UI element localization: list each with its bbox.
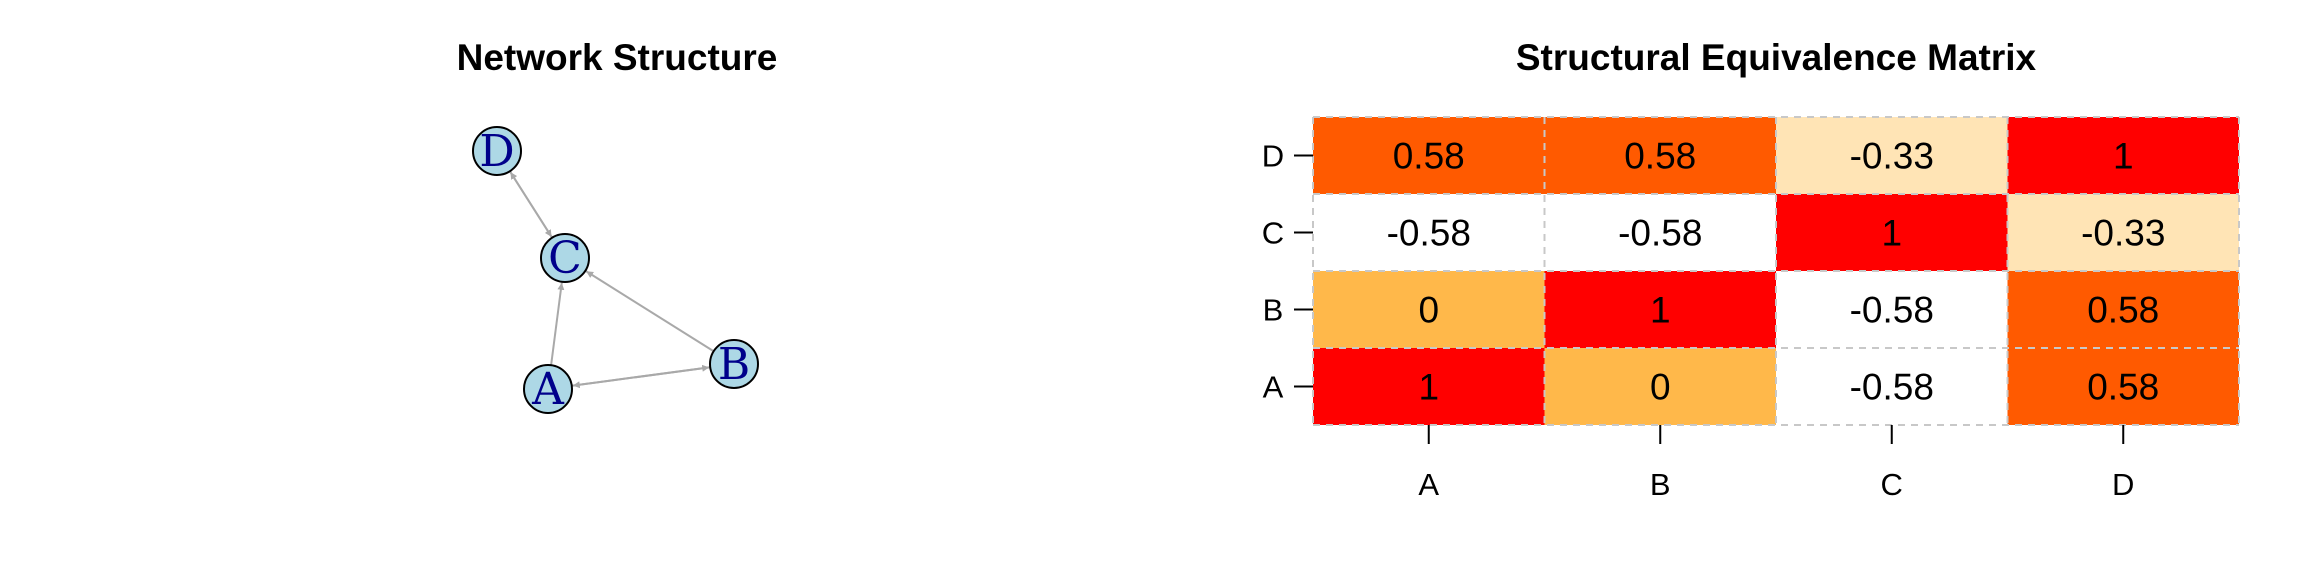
edge-a-c bbox=[550, 282, 565, 366]
network-title: Network Structure bbox=[457, 37, 778, 78]
heatmap-panel: Structural Equivalence Matrix 1 0 -0.58 0.5… bbox=[1262, 37, 2240, 503]
cell-value-label: 0.58 bbox=[1393, 136, 1465, 177]
cell-value-label: 0 bbox=[1418, 290, 1439, 331]
cell-value-label: -0.33 bbox=[2081, 213, 2165, 254]
network-edges bbox=[509, 170, 715, 389]
cell-value-label: 1 bbox=[2113, 136, 2134, 177]
heatmap-cell-c-b bbox=[1544, 194, 1776, 271]
cell-value-label: -0.58 bbox=[1850, 367, 1934, 408]
heatmap-cell-b-a bbox=[1313, 271, 1545, 348]
heatmap-cell-labels: 1 0 -0.58 0.58 0 1 -0.58 0.58 -0.58 -0.58 1 -0.33 0.… bbox=[1387, 136, 2166, 408]
node-circle bbox=[709, 339, 759, 389]
node-circle bbox=[540, 233, 590, 283]
y-tick-label: A bbox=[1263, 370, 1284, 405]
cell-value-label: -0.58 bbox=[1618, 213, 1702, 254]
node-a: A bbox=[523, 364, 573, 415]
cell-value-label: 0.58 bbox=[2087, 290, 2159, 331]
node-circle bbox=[523, 364, 573, 414]
heatmap-cell-a-b bbox=[1544, 348, 1776, 425]
heatmap-cells bbox=[1313, 117, 2239, 425]
y-tick-label: C bbox=[1262, 216, 1284, 251]
x-tick-label: A bbox=[1418, 467, 1439, 502]
heatmap-cell-b-c bbox=[1776, 271, 2008, 348]
network-panel: Network Structure A B C D bbox=[457, 37, 778, 415]
node-circle bbox=[472, 126, 522, 176]
edge-b-a bbox=[572, 366, 711, 389]
heatmap-cell-c-a bbox=[1313, 194, 1545, 271]
heatmap-cell-d-d bbox=[2007, 117, 2239, 194]
heatmap-cell-c-c bbox=[1776, 194, 2008, 271]
y-tick-label: B bbox=[1263, 293, 1284, 328]
edge-d-c bbox=[509, 170, 553, 238]
cell-value-label: 1 bbox=[1650, 290, 1671, 331]
cell-value-label: 1 bbox=[1418, 367, 1439, 408]
heatmap-axes: A B C D A B C D bbox=[1262, 139, 2135, 503]
cell-value-label: 0 bbox=[1650, 367, 1671, 408]
y-tick-label: D bbox=[1262, 139, 1284, 174]
cell-value-label: -0.33 bbox=[1850, 136, 1934, 177]
x-tick-label: B bbox=[1650, 467, 1671, 502]
node-label: A bbox=[531, 364, 565, 415]
heatmap-grid bbox=[1312, 116, 2240, 426]
heatmap-cell-d-c bbox=[1776, 117, 2008, 194]
heatmap-cell-b-d bbox=[2007, 271, 2239, 348]
network-nodes: A B C D bbox=[472, 126, 759, 415]
edge-b-c bbox=[585, 270, 715, 353]
heatmap-title: Structural Equivalence Matrix bbox=[1516, 37, 2037, 78]
heatmap-cell-d-b bbox=[1544, 117, 1776, 194]
cell-value-label: 0.58 bbox=[1624, 136, 1696, 177]
cell-value-label: 1 bbox=[1881, 213, 1902, 254]
node-c: C bbox=[540, 233, 590, 284]
heatmap-cell-a-a bbox=[1313, 348, 1545, 425]
cell-value-label: -0.58 bbox=[1850, 290, 1934, 331]
node-label: B bbox=[718, 339, 750, 390]
heatmap-cell-a-d bbox=[2007, 348, 2239, 425]
x-tick-label: C bbox=[1881, 467, 1903, 502]
x-tick-label: D bbox=[2112, 467, 2134, 502]
heatmap-cell-d-a bbox=[1313, 117, 1545, 194]
node-label: D bbox=[479, 126, 514, 177]
node-b: B bbox=[709, 339, 759, 390]
cell-value-label: 0.58 bbox=[2087, 367, 2159, 408]
heatmap-cell-b-b bbox=[1544, 271, 1776, 348]
cell-value-label: -0.58 bbox=[1387, 213, 1471, 254]
heatmap-cell-a-c bbox=[1776, 348, 2008, 425]
node-d: D bbox=[472, 126, 522, 177]
node-label: C bbox=[548, 233, 582, 284]
heatmap-cell-c-d bbox=[2007, 194, 2239, 271]
